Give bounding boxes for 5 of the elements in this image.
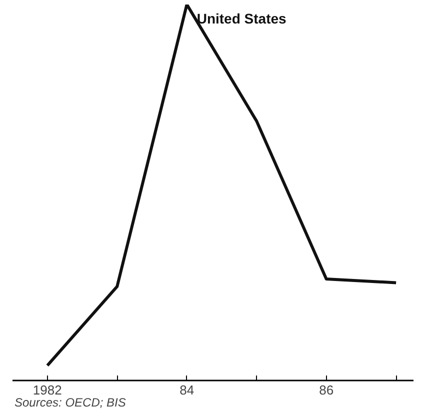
x-tick-label: 1982 [32,382,62,398]
x-tick-label: 84 [180,382,194,398]
source-note: Sources: OECD; BIS [14,396,126,410]
series-label: United States [196,10,287,26]
x-tick-label: 86 [319,382,334,398]
